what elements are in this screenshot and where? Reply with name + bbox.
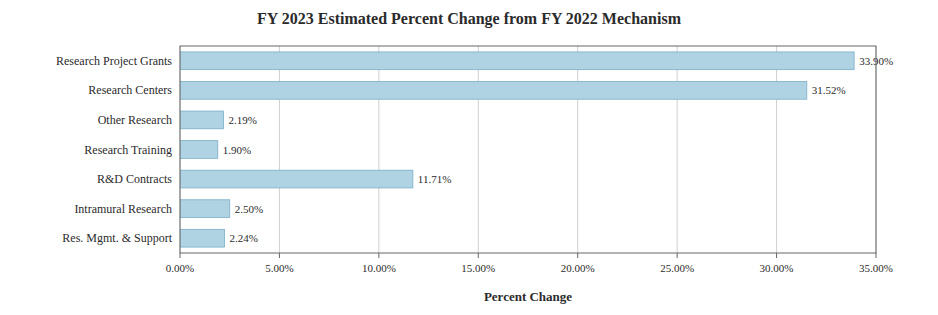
- chart: FY 2023 Estimated Percent Change from FY…: [0, 0, 938, 315]
- grid-line: [279, 46, 280, 253]
- category-label: R&D Contracts: [97, 172, 172, 186]
- tick-mark: [478, 253, 479, 258]
- chart-container: FY 2023 Estimated Percent Change from FY…: [0, 0, 938, 315]
- bars: Res. Mgmt. & Support Intramural Research R…: [180, 52, 854, 247]
- category-label: Research Centers: [88, 83, 172, 97]
- grid-line: [378, 46, 379, 253]
- grid-line: [478, 46, 479, 253]
- tick-mark: [180, 253, 181, 258]
- tick-label: 5.00%: [265, 262, 293, 274]
- data-labels: 2.24%2.50%11.71%1.90%2.19%31.52%33.90%: [223, 55, 893, 244]
- x-axis-label: Percent Change: [484, 289, 572, 304]
- tick-label: 20.00%: [561, 262, 595, 274]
- category-label: Research Project Grants: [56, 54, 172, 68]
- grid-line: [577, 46, 578, 253]
- tick-mark: [378, 253, 379, 258]
- data-label: 2.50%: [235, 203, 263, 215]
- data-label: 11.71%: [418, 173, 452, 185]
- tick-label: 35.00%: [859, 262, 893, 274]
- tick-mark: [776, 253, 777, 258]
- y-axis: Res. Mgmt. & Support Intramural Research R…: [56, 54, 173, 245]
- bar: Research Centers: [180, 81, 807, 99]
- bar: Res. Mgmt. & Support: [180, 229, 225, 247]
- grid-line: [776, 46, 777, 253]
- bar: R&D Contracts: [180, 170, 413, 188]
- tick-label: 0.00%: [166, 262, 194, 274]
- bar: Other Research: [180, 111, 224, 129]
- bar: Intramural Research: [180, 200, 230, 218]
- category-label: Other Research: [98, 113, 172, 127]
- bar: Research Project Grants: [180, 52, 854, 70]
- tick-mark: [279, 253, 280, 258]
- tick-mark: [677, 253, 678, 258]
- tick-label: 25.00%: [660, 262, 694, 274]
- x-axis: 0.00% 5.00% 10.00% 15.00% 20.00% 25.00% 30.00%…: [166, 253, 893, 274]
- tick-label: 10.00%: [362, 262, 396, 274]
- bar: Research Training: [180, 141, 218, 159]
- tick-label: 15.00%: [461, 262, 495, 274]
- grid-line: [677, 46, 678, 253]
- data-label: 1.90%: [223, 144, 251, 156]
- data-label: 2.24%: [230, 232, 258, 244]
- plot-frame: [180, 46, 876, 253]
- data-label: 2.19%: [229, 114, 257, 126]
- grid: [180, 46, 876, 253]
- title: FY 2023 Estimated Percent Change from FY…: [257, 10, 682, 28]
- tick-mark: [577, 253, 578, 258]
- category-label: Intramural Research: [74, 202, 172, 216]
- category-label: Res. Mgmt. & Support: [62, 231, 172, 245]
- tick-mark: [876, 253, 877, 258]
- data-label: 31.52%: [812, 84, 846, 96]
- tick-label: 30.00%: [760, 262, 794, 274]
- category-label: Research Training: [84, 143, 172, 157]
